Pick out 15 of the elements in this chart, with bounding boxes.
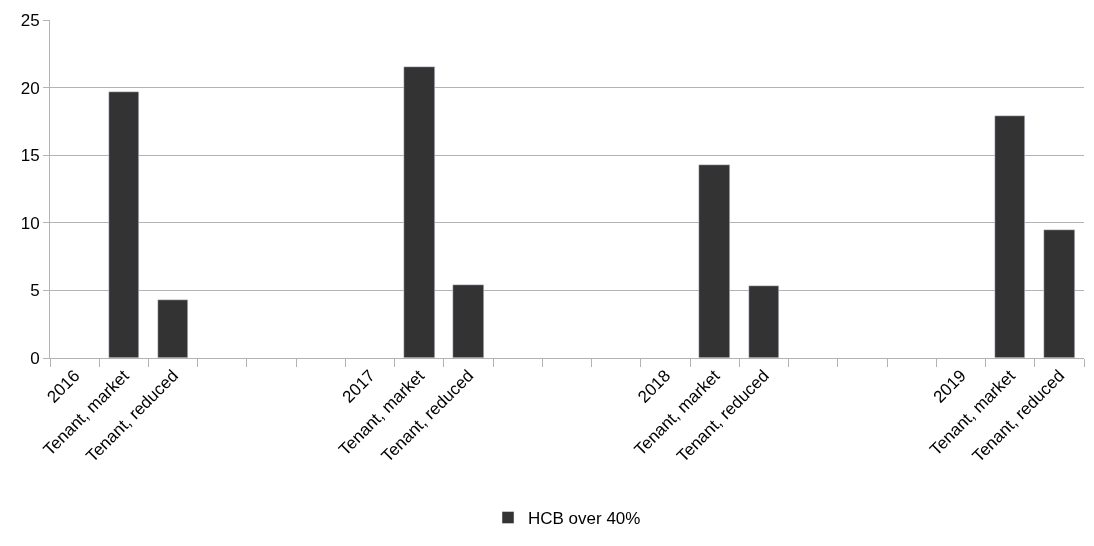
bar — [157, 299, 188, 358]
bar — [698, 164, 730, 358]
bar — [108, 91, 139, 358]
y-tick-label: 5 — [30, 281, 40, 301]
bar — [748, 285, 779, 358]
y-tick-label: 0 — [30, 348, 40, 368]
bar — [1043, 229, 1075, 358]
legend-label: HCB over 40% — [528, 509, 641, 529]
bar — [403, 66, 435, 358]
y-tick-label: 10 — [20, 213, 40, 233]
bar — [452, 284, 484, 358]
bar — [994, 115, 1025, 358]
y-tick-label: 15 — [20, 146, 40, 166]
y-tick-label: 20 — [20, 78, 40, 98]
y-tick-label: 25 — [20, 10, 40, 30]
